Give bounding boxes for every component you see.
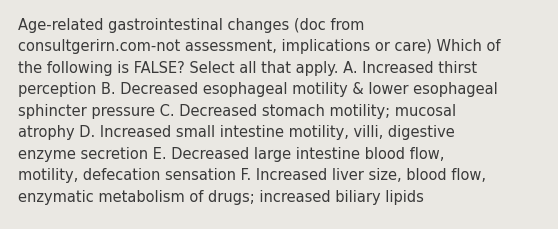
Text: sphincter pressure C. Decreased stomach motility; mucosal: sphincter pressure C. Decreased stomach … xyxy=(18,104,456,118)
Text: the following is FALSE? Select all that apply. A. Increased thirst: the following is FALSE? Select all that … xyxy=(18,61,477,76)
Text: atrophy D. Increased small intestine motility, villi, digestive: atrophy D. Increased small intestine mot… xyxy=(18,125,455,140)
Text: consultgerirn.com-not assessment, implications or care) Which of: consultgerirn.com-not assessment, implic… xyxy=(18,39,501,54)
Text: motility, defecation sensation F. Increased liver size, blood flow,: motility, defecation sensation F. Increa… xyxy=(18,168,486,183)
Text: perception B. Decreased esophageal motility & lower esophageal: perception B. Decreased esophageal motil… xyxy=(18,82,498,97)
Text: enzymatic metabolism of drugs; increased biliary lipids: enzymatic metabolism of drugs; increased… xyxy=(18,189,424,204)
Text: enzyme secretion E. Decreased large intestine blood flow,: enzyme secretion E. Decreased large inte… xyxy=(18,146,444,161)
Text: Age-related gastrointestinal changes (doc from: Age-related gastrointestinal changes (do… xyxy=(18,18,364,33)
